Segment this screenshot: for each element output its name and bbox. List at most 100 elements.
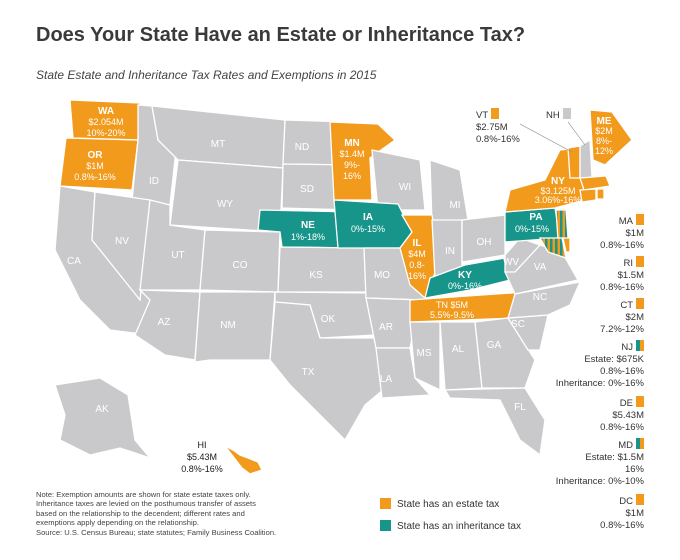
callout-md: MD Estate: $1.5M 16% Inheritance: 0%-10% — [556, 438, 644, 488]
callout-nh: NH — [546, 108, 571, 122]
chart-title: Does Your State Have an Estate or Inheri… — [36, 24, 526, 46]
ky-abbr: KY — [458, 270, 472, 281]
callout-nj: NJ Estate: $675K 0.8%-16% Inheritance: 0… — [556, 340, 644, 390]
label-la: LA — [380, 374, 393, 385]
label-id: ID — [149, 176, 159, 187]
md-estate: Estate: $1.5M — [585, 452, 644, 463]
note-line: Inheritance taxes are levied on the post… — [36, 499, 256, 509]
label-ca: CA — [67, 256, 81, 267]
vt-exemption: $2.75M — [476, 122, 508, 133]
state-ga[interactable] — [474, 317, 536, 389]
callout-ma: MA $1M 0.8%-16% — [600, 214, 644, 252]
ma-exemption: $1M — [625, 228, 644, 239]
state-wi[interactable] — [371, 149, 426, 211]
de-abbr: DE — [619, 398, 633, 409]
label-nd: ND — [295, 142, 309, 153]
label-mo: MO — [374, 270, 390, 281]
state-md[interactable] — [538, 237, 567, 259]
or-exemption: $1M — [86, 161, 104, 171]
none-swatch — [562, 108, 571, 119]
pa-abbr: PA — [529, 212, 542, 223]
dc-exemption: $1M — [625, 508, 644, 519]
estate-swatch — [636, 396, 644, 407]
me-rate1: 8%- — [596, 136, 612, 146]
label-co: CO — [233, 260, 248, 271]
callout-vt: VT $2.75M 0.8%-16% — [476, 108, 520, 146]
wa-abbr: WA — [98, 106, 114, 117]
state-nj[interactable] — [555, 209, 569, 241]
note-line: based on the relationship to the decende… — [36, 508, 245, 518]
dc-abbr: DC — [619, 496, 633, 507]
me-exemption: $2M — [595, 126, 613, 136]
ct-abbr: CT — [620, 300, 633, 311]
ct-rate: 7.2%-12% — [600, 324, 644, 335]
label-az: AZ — [158, 317, 171, 328]
ne-abbr: NE — [301, 220, 315, 231]
state-la[interactable] — [375, 347, 432, 399]
legend-inheritance-label: State has an inheritance tax — [397, 521, 521, 532]
state-hi[interactable] — [224, 445, 263, 475]
note-line: Note: Exemption amounts are shown for st… — [36, 490, 251, 499]
ia-abbr: IA — [363, 212, 373, 223]
callout-ri: RI $1.5M 0.8%-16% — [600, 256, 644, 294]
ny-abbr: NY — [551, 176, 565, 187]
callout-dc: DC $1M 0.8%-16% — [600, 494, 644, 532]
state-nc[interactable] — [507, 281, 582, 319]
estate-swatch — [636, 298, 644, 309]
both-swatch — [636, 438, 644, 449]
il-abbr: IL — [413, 238, 422, 249]
il-exemption: $4M — [408, 249, 426, 259]
state-or[interactable] — [59, 137, 139, 191]
source-line: Source: U.S. Census Bureau; state statut… — [36, 527, 277, 537]
label-wv: WV — [503, 257, 519, 268]
hi-abbr: HI — [198, 440, 207, 450]
callout-de: DE $5.43M 0.8%-16% — [600, 396, 644, 434]
state-mi[interactable] — [429, 159, 469, 226]
legend-estate: State has an estate tax — [380, 498, 499, 510]
ct-exemption: $2M — [625, 312, 644, 323]
state-ma[interactable] — [579, 175, 611, 191]
state-tx[interactable] — [269, 301, 396, 442]
ny-exemption: $3.125M — [540, 186, 575, 196]
wa-exemption: $2.054M — [88, 117, 123, 127]
label-wy: WY — [217, 199, 233, 210]
footnote: Note: Exemption amounts are shown for st… — [36, 490, 336, 537]
label-mt: MT — [211, 139, 225, 150]
state-ct[interactable] — [579, 188, 597, 203]
state-de[interactable] — [562, 237, 571, 253]
dc-rate: 0.8%-16% — [600, 520, 644, 531]
label-va: VA — [534, 262, 547, 273]
state-fl[interactable] — [443, 387, 546, 457]
state-me[interactable] — [589, 109, 633, 166]
note-line: exemptions apply depending on the relati… — [36, 518, 199, 528]
nh-abbr: NH — [546, 110, 560, 121]
or-rate: 0.8%-16% — [74, 172, 116, 182]
nj-estate: Estate: $675K — [584, 354, 644, 365]
label-sd: SD — [300, 184, 314, 195]
state-ak[interactable] — [54, 377, 152, 460]
label-tx: TX — [302, 367, 315, 378]
nj-inheritance: Inheritance: 0%-16% — [555, 378, 644, 389]
hi-rate: 0.8%-16% — [181, 464, 223, 474]
estate-swatch — [636, 214, 644, 225]
state-nm[interactable] — [194, 291, 276, 363]
label-nc: NC — [533, 292, 547, 303]
nj-estate-rate: 0.8%-16% — [600, 366, 644, 377]
state-nh[interactable] — [579, 138, 593, 179]
inheritance-swatch — [380, 520, 391, 531]
label-sc: SC — [511, 319, 525, 330]
label-oh: OH — [477, 237, 492, 248]
label-fl: FL — [514, 402, 526, 413]
label-al: AL — [452, 344, 465, 355]
state-ms[interactable] — [409, 321, 441, 392]
state-nv[interactable] — [91, 191, 151, 302]
md-estate-rate: 16% — [624, 464, 644, 475]
label-wi: WI — [399, 182, 411, 193]
ny-rate: 3.06%-16% — [535, 195, 582, 205]
legend-inheritance: State has an inheritance tax — [380, 520, 521, 532]
il-rate2: 16% — [408, 271, 426, 281]
state-ri[interactable] — [596, 188, 605, 200]
ma-rate: 0.8%-16% — [600, 240, 644, 251]
me-abbr: ME — [597, 116, 612, 127]
label-ar: AR — [379, 322, 393, 333]
